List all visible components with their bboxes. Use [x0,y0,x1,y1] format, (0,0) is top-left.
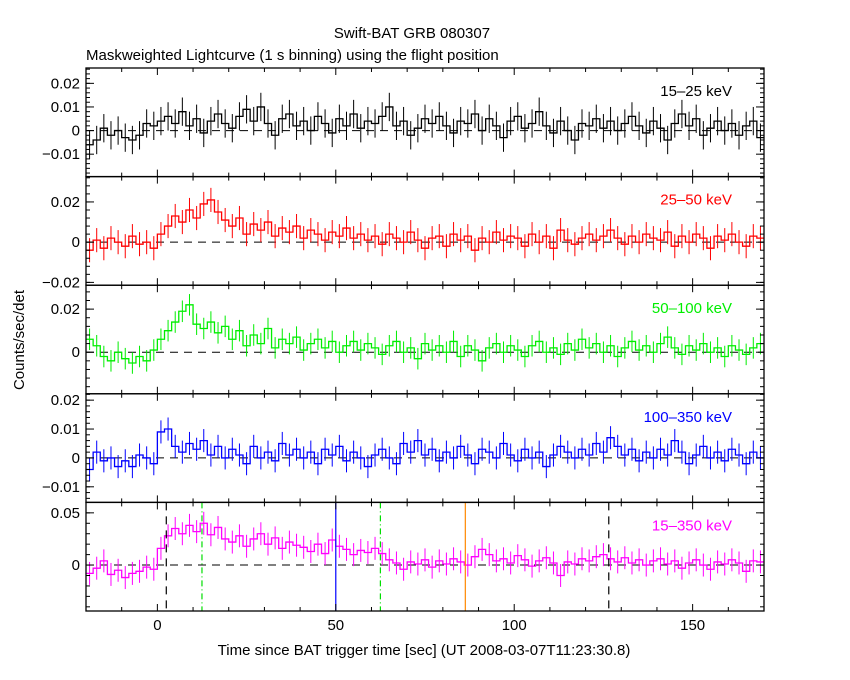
lightcurve-histogram [86,428,764,471]
y-tick-label: 0.02 [51,194,80,211]
panel-frame [85,501,765,612]
energy-band-label: 25–50 keV [660,192,732,209]
chart-title: Swift-BAT GRB 080307 [334,25,490,42]
panel-15-350-keV: 0 0.05 15–350 keV [51,501,765,612]
energy-band-label: 15–25 keV [660,83,732,100]
y-tick-label: 0.01 [51,421,80,438]
energy-band-label: 15–350 keV [652,517,732,534]
y-tick-label: 0 [72,123,80,140]
lightcurve-histogram [86,199,764,251]
y-tick-label: 0 [72,557,80,574]
x-tick-label: 100 [502,617,527,634]
lightcurve-histogram [86,106,764,146]
y-tick-label: −0.01 [42,479,80,496]
y-tick-label: 0.05 [51,505,80,522]
chart-subtitle: Maskweighted Lightcurve (1 s binning) us… [86,47,499,64]
panel-50-100-keV: 0 0.02 50–100 keV [51,284,765,395]
x-tick-label: 150 [680,617,705,634]
lightcurve-histogram [86,522,764,579]
x-axis-label: Time since BAT trigger time [sec] (UT 20… [218,642,631,659]
x-tick-label: 0 [153,617,161,634]
y-tick-label: −0.01 [42,146,80,163]
energy-band-label: 50–100 keV [652,300,732,317]
y-tick-label: 0.01 [51,99,80,116]
y-tick-label: 0.02 [51,301,80,318]
panel-25-50-keV: −0.02 0 0.02 25–50 keV [42,175,765,291]
y-tick-label: −0.02 [42,274,80,291]
y-tick-label: 0.02 [51,392,80,409]
y-tick-label: 0 [72,344,80,361]
lightcurve-histogram [86,304,764,364]
y-tick-label: 0 [72,234,80,251]
energy-band-label: 100–350 keV [644,409,732,426]
panel-15-25-keV: −0.01 0 0.01 0.02 15–25 keV [42,67,765,178]
x-tick-label: 50 [327,617,344,634]
y-tick-label: 0 [72,450,80,467]
panel-100-350-keV: −0.01 0 0.01 0.02 100–350 keV [42,392,765,504]
y-axis-label: Counts/sec/det [11,289,28,390]
y-tick-label: 0.02 [51,75,80,92]
